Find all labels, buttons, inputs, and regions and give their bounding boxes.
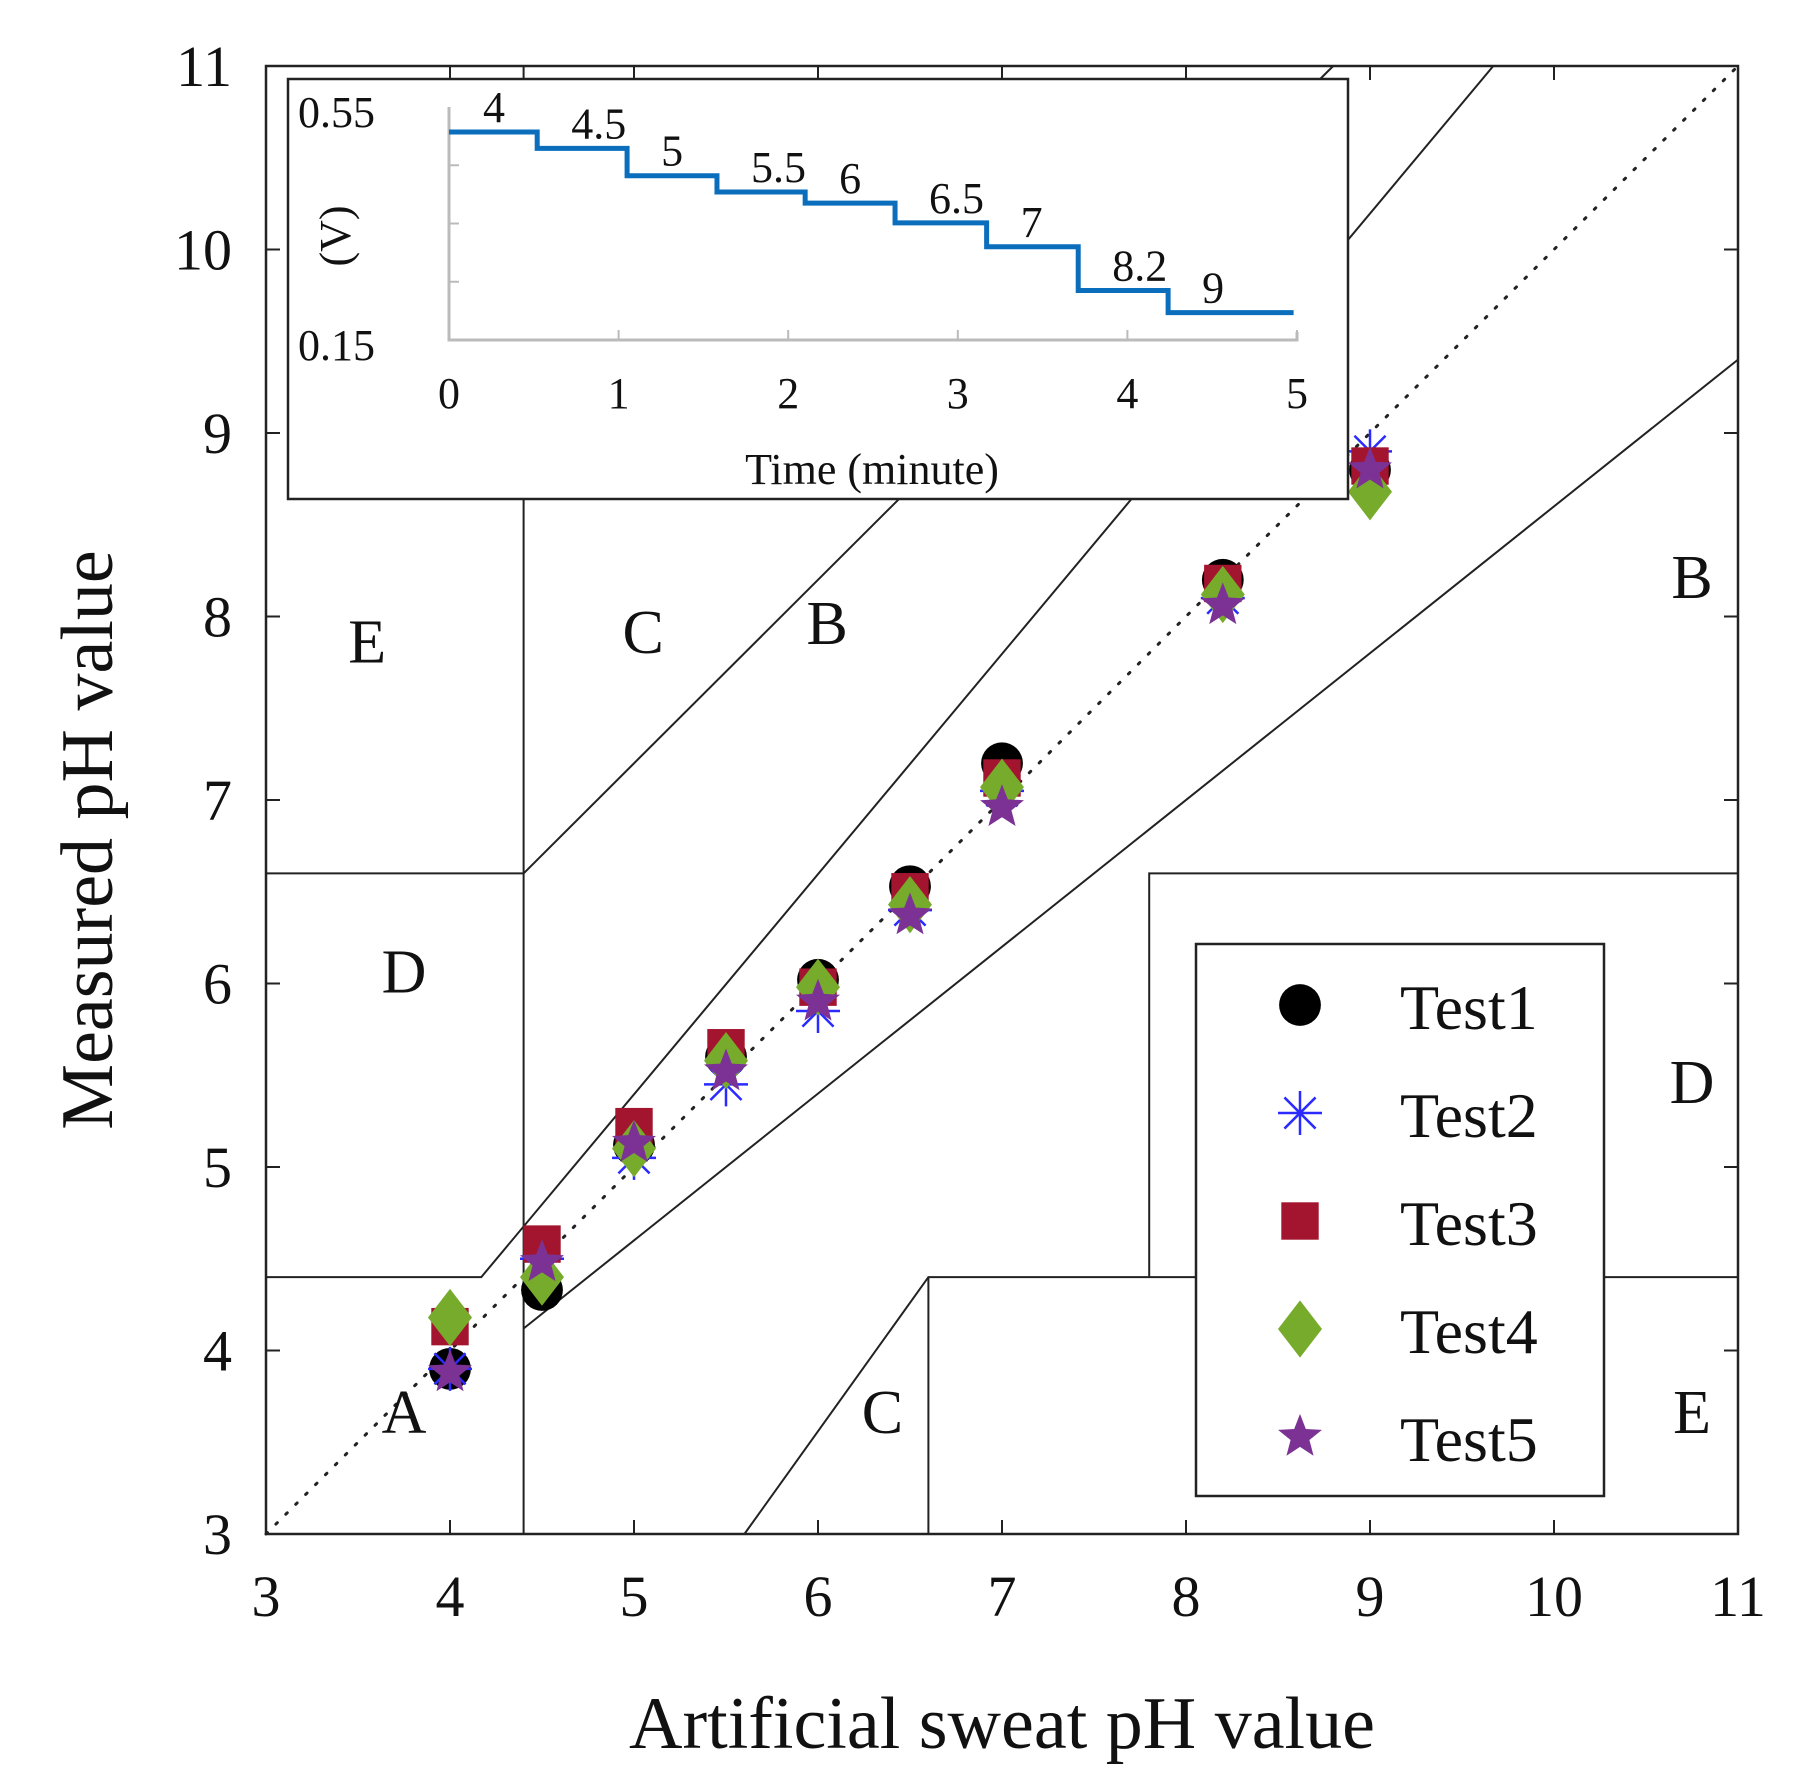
inset-x-tick-label: 4	[1116, 369, 1138, 418]
legend-marker-test4	[1278, 1300, 1322, 1358]
x-tick-label: 6	[804, 1564, 833, 1629]
y-tick-label: 4	[203, 1319, 232, 1384]
legend-label: Test2	[1400, 1080, 1538, 1151]
legend-label: Test3	[1400, 1188, 1538, 1259]
inset-chart: 0 1 2 3 4 5 0.55 0.15 (V) Time (minute) 4 4.5 5 5.5 6 6…	[286, 77, 1350, 501]
legend-marker-test3	[1281, 1202, 1319, 1240]
x-tick-label: 9	[1356, 1564, 1385, 1629]
y-tick-label: 9	[203, 401, 232, 466]
data-point-test5	[796, 978, 840, 1021]
legend-box	[1194, 942, 1606, 1498]
data-point-test5	[704, 1048, 748, 1091]
zone-label: C	[623, 599, 664, 667]
inset-step-label: 4	[483, 83, 505, 132]
inset-step-label: 5	[661, 127, 683, 176]
x-tick-label: 7	[988, 1564, 1017, 1629]
data-point-test5	[612, 1120, 656, 1162]
zone-label: E	[348, 608, 386, 676]
data-point-test5	[980, 784, 1024, 827]
data-points	[428, 429, 1392, 1392]
inset-x-tick-label: 2	[777, 369, 799, 418]
legend-marker-test5	[1278, 1413, 1322, 1456]
legend-marker-test2	[1278, 1091, 1322, 1135]
zone-label: B	[807, 590, 848, 658]
inset-step-label: 4.5	[571, 99, 626, 148]
inset-frame	[286, 77, 1350, 501]
data-point-test4	[1348, 463, 1392, 521]
inset-step-label: 6	[839, 154, 861, 203]
x-tick-label: 10	[1525, 1564, 1583, 1629]
inset-step-label: 9	[1202, 264, 1224, 313]
zone-lines: E C B B D D A C E	[264, 64, 1740, 1536]
x-tick-label: 3	[252, 1564, 281, 1629]
legend-label: Test4	[1400, 1296, 1538, 1367]
x-tick-label: 4	[436, 1564, 465, 1629]
inset-x-tick-label: 5	[1286, 369, 1308, 418]
zone-label: D	[382, 939, 427, 1007]
series-test5	[428, 446, 1392, 1392]
inset-x-tick-label: 1	[608, 369, 630, 418]
x-axis-label: Artificial sweat pH value	[629, 1683, 1375, 1765]
zone-boundary-line	[1148, 872, 1738, 1278]
y-tick-label: 7	[203, 768, 232, 833]
y-tick-label: 6	[203, 952, 232, 1017]
y-tick-label: 3	[203, 1502, 232, 1567]
data-point-test5	[1200, 582, 1245, 625]
data-point-test5	[428, 1349, 472, 1392]
inset-x-axis-label: Time (minute)	[745, 445, 999, 494]
x-tick-label: 11	[1710, 1564, 1766, 1629]
inset-step-label: 7	[1021, 198, 1043, 247]
x-tick-label: 5	[620, 1564, 649, 1629]
data-point-test5	[888, 892, 932, 935]
inset-y-tick-label: 0.15	[298, 321, 375, 370]
legend-label: Test1	[1400, 972, 1538, 1043]
y-tick-label: 5	[203, 1135, 232, 1200]
y-tick-label: 11	[176, 34, 232, 99]
zone-boundary-line	[522, 358, 1739, 1330]
x-tick-label: 8	[1172, 1564, 1201, 1629]
zone-label: D	[1670, 1049, 1715, 1117]
legend: Test1 Test2 Test3 Test4 Test5	[1194, 942, 1606, 1498]
legend-label: Test5	[1400, 1404, 1538, 1475]
zone-label: A	[382, 1379, 427, 1447]
inset-x-tick-label: 3	[947, 369, 969, 418]
inset-step-label: 5.5	[751, 143, 806, 192]
zone-label: C	[862, 1379, 903, 1447]
y-tick-label: 8	[203, 585, 232, 650]
y-tick-label: 10	[174, 218, 232, 283]
data-point-test4	[428, 1288, 472, 1347]
inset-y-axis-label: (V)	[311, 205, 360, 266]
inset-step-label: 8.2	[1112, 241, 1167, 290]
zone-label: E	[1673, 1379, 1711, 1447]
inset-y-tick-label: 0.55	[298, 88, 375, 137]
legend-marker-test1	[1279, 984, 1321, 1026]
data-point-test5	[1348, 446, 1392, 489]
inset-step-label: 6.5	[929, 174, 984, 223]
zone-label: B	[1671, 544, 1712, 612]
data-point-test5	[520, 1239, 564, 1282]
inset-voltage-line	[449, 129, 1294, 316]
y-axis-label: Measured pH value	[47, 550, 129, 1129]
inset-x-tick-label: 0	[438, 369, 460, 418]
